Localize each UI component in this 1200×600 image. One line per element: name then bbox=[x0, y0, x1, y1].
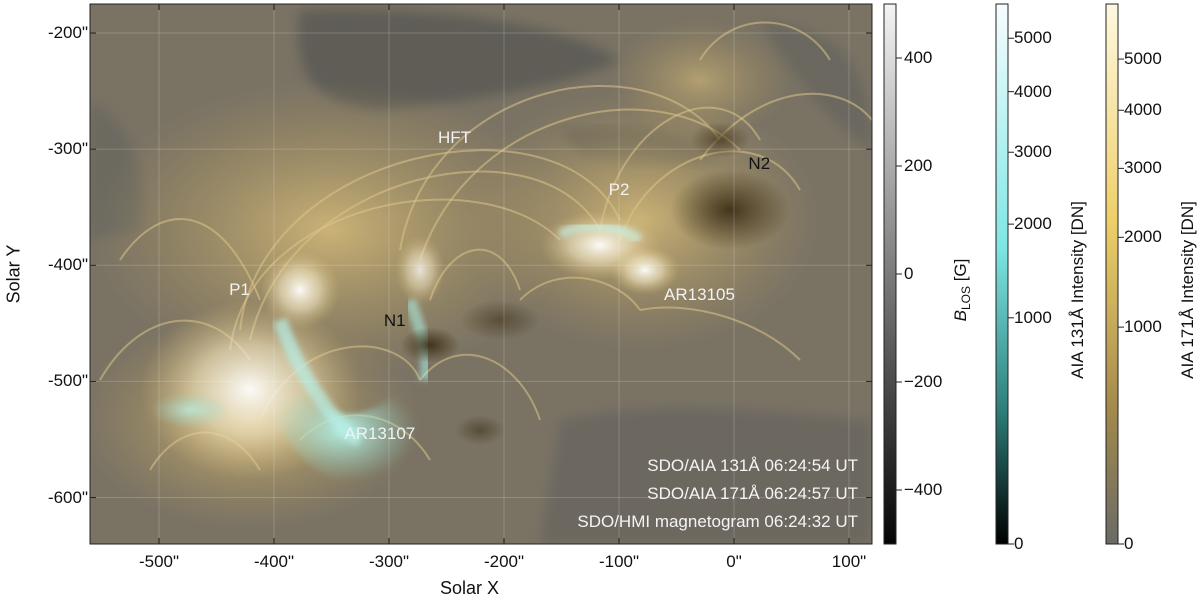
timestamp-hmi: SDO/HMI magnetogram 06:24:32 UT bbox=[577, 512, 858, 531]
y-tick-label: -200" bbox=[47, 23, 88, 43]
coronal-loops bbox=[99, 21, 872, 471]
aia171-colorbar-title: AIA 171Å Intensity [DN] bbox=[1178, 201, 1197, 379]
feature-label-n1: N1 bbox=[383, 311, 406, 331]
aia171-tick-label: 5000 bbox=[1124, 49, 1162, 69]
aia131-tick-label: 3000 bbox=[1014, 142, 1052, 162]
timestamp-aia131: SDO/AIA 131Å 06:24:54 UT bbox=[647, 456, 858, 475]
blos-tick-label: 0 bbox=[904, 264, 914, 283]
blos-colorbar-title: BLOS [G] bbox=[951, 259, 973, 322]
panel-frame bbox=[89, 3, 873, 545]
blos-title-unit: [G] bbox=[950, 258, 970, 287]
aia131-colorbar bbox=[995, 3, 1009, 545]
y-tick-label: -400" bbox=[47, 255, 88, 275]
blos-title-main: B bbox=[950, 310, 970, 322]
x-tick-label: -500" bbox=[138, 552, 180, 571]
x-tick-label: -400" bbox=[253, 552, 295, 571]
y-tick-label: -600" bbox=[47, 487, 88, 507]
panel-ticks bbox=[90, 4, 872, 544]
x-tick-label: 100" bbox=[831, 552, 867, 571]
aia131-tick-label: 5000 bbox=[1014, 28, 1052, 48]
aia171-tick-label: 3000 bbox=[1124, 158, 1162, 178]
x-tick-label: -200" bbox=[483, 552, 525, 571]
blos-title-sub: LOS bbox=[959, 286, 974, 311]
blos-tick-label: −400 bbox=[904, 480, 943, 499]
feature-label-hft: HFT bbox=[438, 127, 472, 147]
aia171-tick-label: 2000 bbox=[1124, 227, 1162, 247]
y-tick-label: -500" bbox=[47, 371, 88, 391]
aia171-tick-label: 1000 bbox=[1124, 317, 1162, 337]
y-tick-label: -300" bbox=[47, 139, 88, 159]
x-tick-label: 0" bbox=[726, 552, 742, 571]
blos-tick-label: 400 bbox=[904, 48, 933, 67]
aia171-colorbar bbox=[1105, 3, 1119, 545]
aia131-colorbar-title: AIA 131Å Intensity [DN] bbox=[1068, 201, 1087, 379]
aia131-tick-label: 4000 bbox=[1014, 81, 1052, 101]
aia171-tick-label: 0 bbox=[1124, 534, 1134, 553]
solar-image bbox=[90, 4, 872, 544]
x-tick-label: -300" bbox=[368, 552, 410, 571]
feature-label-p1: P1 bbox=[229, 279, 250, 299]
feature-label-p2: P2 bbox=[608, 179, 630, 199]
timestamp-block: SDO/AIA 131Å 06:24:54 UT SDO/AIA 171Å 06… bbox=[470, 456, 858, 540]
x-tick-label: -100" bbox=[598, 552, 640, 571]
grid-lines bbox=[90, 4, 872, 544]
feature-label-ar13107: AR13107 bbox=[344, 423, 416, 443]
colorbar-ticks bbox=[896, 37, 1124, 545]
aia131-tick-label: 2000 bbox=[1014, 214, 1052, 234]
blos-tick-label: −200 bbox=[904, 372, 943, 391]
feature-label-ar13105: AR13105 bbox=[664, 285, 735, 305]
aia171-tick-label: 4000 bbox=[1124, 100, 1162, 120]
x-axis-title: Solar X bbox=[440, 578, 500, 598]
blos-colorbar bbox=[883, 3, 897, 545]
timestamp-aia171: SDO/AIA 171Å 06:24:57 UT bbox=[647, 484, 858, 503]
y-axis-title: Solar Y bbox=[3, 244, 24, 304]
aia131-tick-label: 0 bbox=[1014, 534, 1024, 553]
blos-tick-label: 200 bbox=[904, 156, 933, 175]
aia131-tick-label: 1000 bbox=[1014, 307, 1052, 327]
feature-label-n2: N2 bbox=[748, 154, 771, 174]
